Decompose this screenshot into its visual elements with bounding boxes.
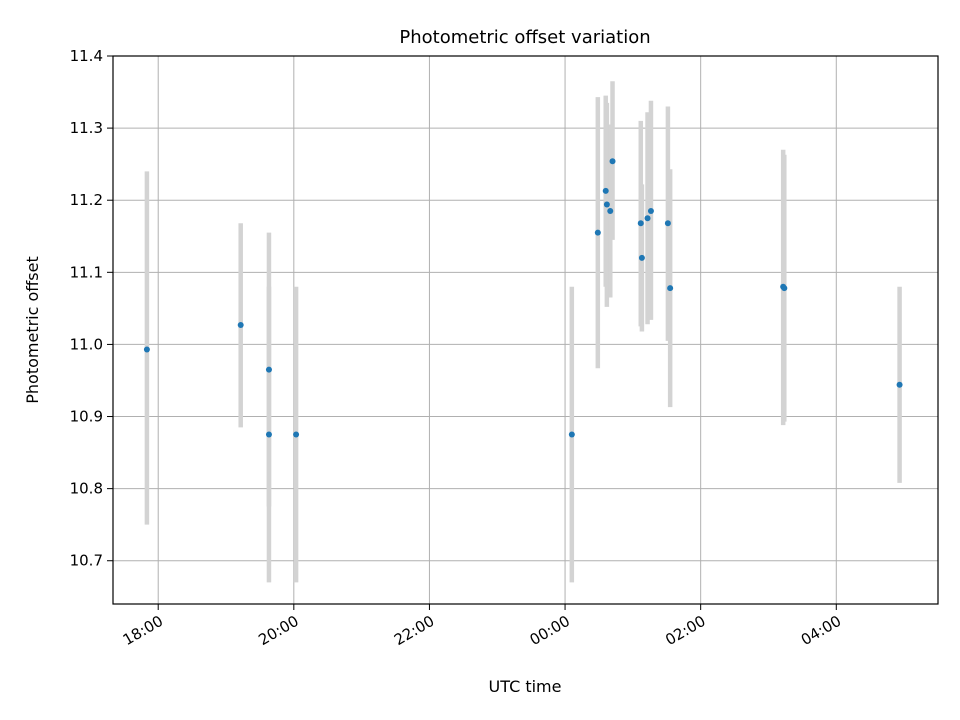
data-point	[265, 431, 272, 438]
data-point	[637, 220, 644, 227]
data-point	[896, 381, 903, 388]
data-point	[603, 201, 610, 208]
data-point	[602, 187, 609, 194]
y-axis: 10.7 10.8 10.9 11.0 11.1 11.2 11.3 11.4	[70, 47, 113, 570]
data-point	[609, 158, 616, 165]
data-point	[644, 215, 651, 222]
y-tick-label: 11.2	[70, 191, 103, 209]
y-tick-label: 10.7	[70, 552, 103, 570]
y-tick-label: 11.4	[70, 47, 103, 65]
data-points	[143, 158, 903, 438]
data-point	[638, 254, 645, 261]
data-point	[647, 208, 654, 215]
x-axis-title: UTC time	[489, 677, 562, 696]
data-point	[293, 431, 300, 438]
data-point	[667, 285, 674, 292]
y-tick-label: 10.8	[70, 480, 103, 498]
y-tick-label: 10.9	[70, 408, 103, 426]
y-tick-label: 11.0	[70, 335, 103, 353]
y-tick-label: 11.1	[70, 263, 103, 281]
chart-title: Photometric offset variation	[399, 27, 650, 48]
data-point	[594, 229, 601, 236]
data-point	[664, 220, 671, 227]
data-point	[237, 321, 244, 328]
data-point	[568, 431, 575, 438]
plot-frame	[112, 55, 939, 605]
data-point	[607, 208, 614, 215]
y-axis-title: Photometric offset	[23, 256, 42, 404]
data-point	[143, 346, 150, 353]
y-tick-label: 11.3	[70, 119, 103, 137]
data-point	[781, 285, 788, 292]
data-point	[265, 366, 272, 373]
